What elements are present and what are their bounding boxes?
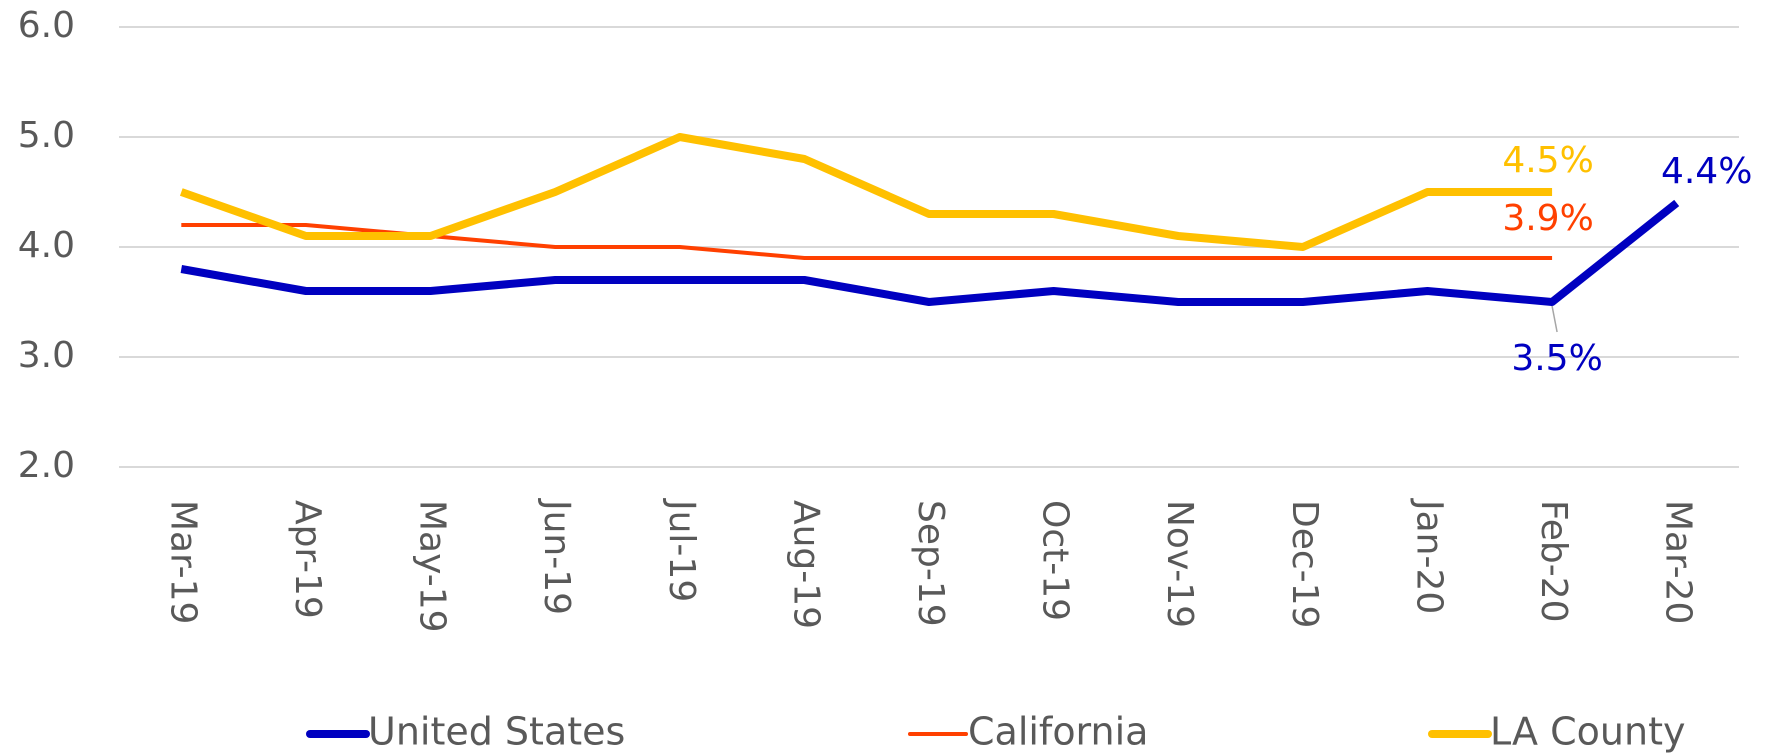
x-tick-label: Apr-19 bbox=[287, 500, 328, 619]
data-label: 3.5% bbox=[1511, 338, 1602, 379]
x-tick-label: Feb-20 bbox=[1533, 500, 1574, 623]
x-tick-label: Oct-19 bbox=[1035, 500, 1076, 621]
x-tick-label: Nov-19 bbox=[1159, 500, 1200, 628]
y-tick-label: 5.0 bbox=[18, 115, 75, 156]
y-tick-label: 4.0 bbox=[18, 225, 75, 266]
y-tick-label: 2.0 bbox=[18, 445, 75, 486]
series-line bbox=[180, 199, 1680, 306]
data-label: 4.4% bbox=[1661, 151, 1752, 192]
x-tick-label: Sep-19 bbox=[910, 500, 951, 627]
data-label: 3.9% bbox=[1502, 198, 1593, 239]
legend-label: California bbox=[968, 710, 1148, 754]
x-tick-label: May-19 bbox=[412, 500, 453, 633]
x-tick-label: Mar-19 bbox=[162, 500, 203, 624]
y-tick-label: 6.0 bbox=[18, 5, 75, 46]
x-tick-label: Jan-20 bbox=[1408, 498, 1449, 614]
x-tick-label: Jul-19 bbox=[661, 498, 702, 602]
legend-label: LA County bbox=[1490, 710, 1685, 754]
legend-label: United States bbox=[368, 710, 625, 754]
x-tick-label: Jun-19 bbox=[536, 498, 577, 615]
x-tick-label: Dec-19 bbox=[1284, 500, 1325, 628]
y-tick-label: 3.0 bbox=[18, 335, 75, 376]
x-tick-label: Aug-19 bbox=[785, 500, 826, 629]
series-line bbox=[179, 133, 1553, 251]
x-tick-label: Mar-20 bbox=[1658, 500, 1699, 624]
leader-line bbox=[1551, 305, 1558, 333]
data-label: 4.5% bbox=[1502, 140, 1593, 181]
